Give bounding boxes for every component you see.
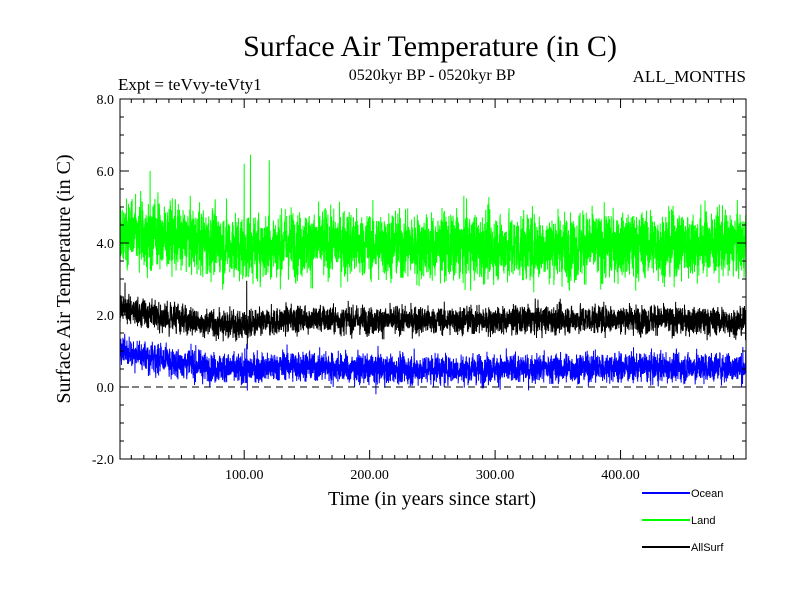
- legend-label: Land: [691, 515, 715, 527]
- y-tick-label: 6.0: [97, 165, 115, 180]
- x-tick-label: 100.00: [225, 468, 264, 483]
- legend-entry-allsurf: AllSurf: [642, 542, 724, 554]
- period-label: 0520kyr BP - 0520kyr BP: [349, 67, 516, 84]
- y-tick-label: 0.0: [97, 381, 115, 396]
- legend-label: Ocean: [691, 488, 723, 500]
- y-axis-label: Surface Air Temperature (in C): [53, 154, 75, 403]
- series-layer: [120, 154, 746, 395]
- legend-label: AllSurf: [691, 542, 724, 554]
- x-tick-label: 400.00: [601, 468, 640, 483]
- x-tick-label: 300.00: [476, 468, 515, 483]
- axes-layer: 100.00 200.00 300.00 400.00 -2.0 0.0 2.0 4.0 6.0…: [92, 93, 747, 483]
- y-tick-label: 4.0: [97, 237, 115, 252]
- legend-entry-land: Land: [642, 515, 715, 527]
- experiment-label: Expt = teVvy-teVty1: [118, 75, 262, 94]
- y-tick-label: 2.0: [97, 309, 115, 324]
- y-tick-label: -2.0: [92, 453, 114, 468]
- legend-entry-ocean: Ocean: [642, 488, 723, 500]
- series-land-line: [120, 154, 746, 293]
- y-tick-label: 8.0: [97, 93, 115, 108]
- plot-frame: [119, 98, 747, 460]
- series-allsurf-line: [120, 280, 746, 350]
- x-tick-label: 200.00: [350, 468, 389, 483]
- x-axis-label: Time (in years since start): [328, 488, 536, 510]
- series-ocean-line: [120, 333, 746, 395]
- legend: Ocean Land AllSurf: [642, 488, 724, 554]
- months-label: ALL_MONTHS: [633, 67, 746, 86]
- chart-title: Surface Air Temperature (in C): [243, 30, 617, 63]
